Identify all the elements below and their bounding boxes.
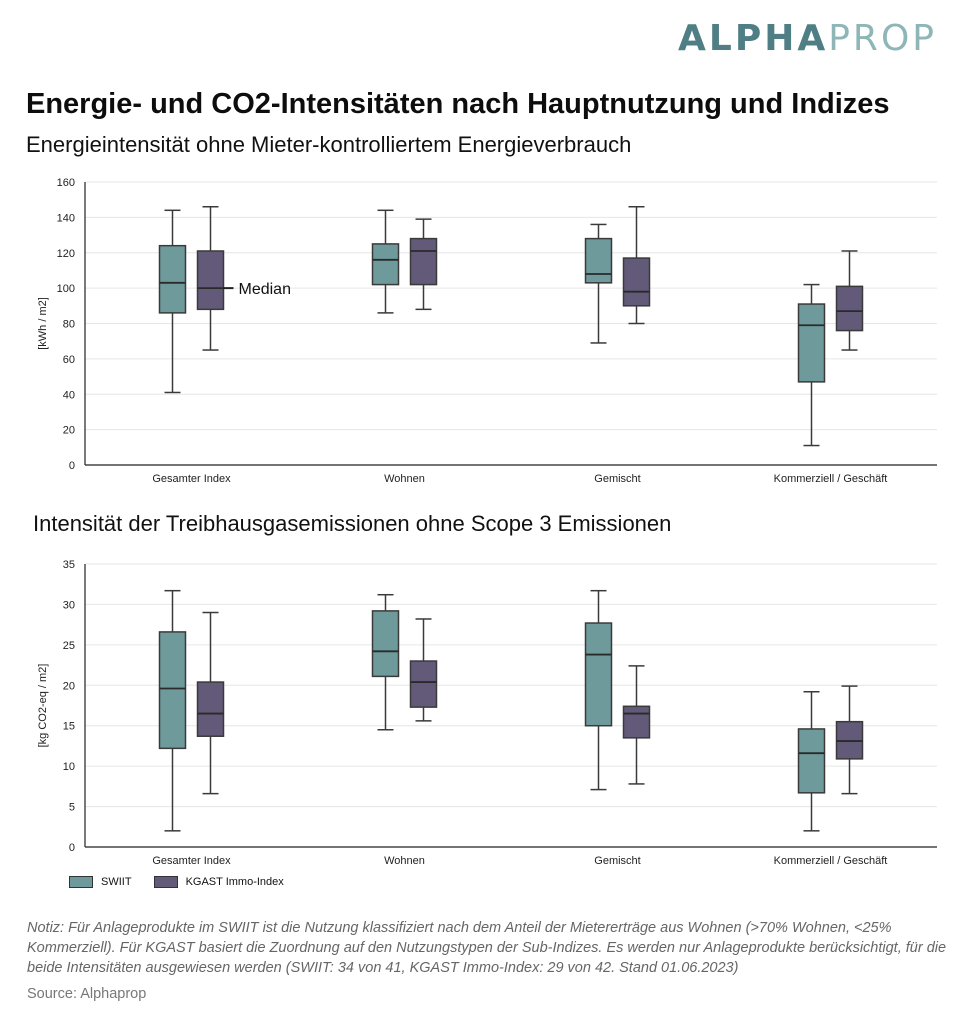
legend: SWIIT KGAST Immo-Index [69, 876, 284, 888]
y-tick-label: 10 [63, 761, 75, 773]
box-kgast [835, 285, 864, 332]
legend-swatch-kgast [153, 876, 178, 888]
y-tick-label: 20 [63, 680, 75, 692]
box-swiit [797, 303, 826, 383]
y-tick-label: 140 [57, 212, 75, 224]
y-tick-label: 25 [63, 640, 75, 652]
y-axis-title: [kWh / m2] [37, 297, 49, 350]
box-swiit [584, 237, 613, 284]
x-tick-label: Wohnen [384, 855, 425, 867]
logo-text-alpha: ALPHA [678, 18, 829, 59]
energy-intensity-chart: 0 20 40 60 80 100 120 140 160 [kWh / m2] Gesamter … [37, 177, 937, 485]
box-swiit [371, 243, 400, 286]
box-kgast [409, 237, 438, 286]
box-kgast [622, 705, 651, 739]
y-tick-label: 120 [57, 248, 75, 260]
page-title: Energie- und CO2-Intensitäten nach Haupt… [26, 88, 890, 120]
box-swiit [371, 610, 400, 678]
box-kgast [196, 681, 225, 737]
alphaprop-logo: ALPHAPROP [678, 18, 937, 59]
box-swiit [158, 244, 187, 314]
box-kgast [622, 257, 651, 307]
legend-item-swiit: SWIIT [69, 876, 132, 888]
y-tick-label: 30 [63, 599, 75, 611]
y-tick-label: 20 [63, 425, 75, 437]
logo-text-prop: PROP [828, 18, 937, 59]
source-label: Source: Alphaprop [27, 986, 147, 1002]
x-tick-label: Gesamter Index [152, 473, 231, 485]
box-kgast [196, 250, 225, 311]
legend-label-kgast: KGAST Immo-Index [185, 876, 284, 888]
x-tick-label: Kommerziell / Geschäft [774, 473, 888, 485]
y-tick-label: 60 [63, 354, 75, 366]
y-tick-label: 5 [69, 802, 75, 814]
box-swiit [158, 631, 187, 750]
y-tick-label: 160 [57, 177, 75, 189]
box-kgast [409, 660, 438, 708]
x-tick-label: Wohnen [384, 473, 425, 485]
y-axis-title: [kg CO2-eq / m2] [37, 664, 49, 748]
legend-item-kgast: KGAST Immo-Index [153, 876, 284, 888]
y-tick-label: 80 [63, 319, 75, 331]
x-tick-label: Gemischt [594, 473, 640, 485]
x-tick-label: Kommerziell / Geschäft [774, 855, 888, 867]
box-swiit [584, 622, 613, 727]
y-tick-label: 0 [69, 842, 75, 854]
y-tick-label: 35 [63, 559, 75, 571]
ghg-intensity-chart: 0 5 10 15 20 25 30 35 [kg CO2-eq / m2] Gesamter I… [37, 559, 937, 867]
y-tick-label: 0 [69, 460, 75, 472]
x-tick-label: Gemischt [594, 855, 640, 867]
chart-energy-title: Energieintensität ohne Mieter-kontrollie… [26, 132, 632, 157]
chart-ghg-title: Intensität der Treibhausgasemissionen oh… [33, 511, 672, 536]
footnote: Notiz: Für Anlageprodukte im SWIIT ist d… [27, 920, 947, 976]
y-tick-label: 15 [63, 721, 75, 733]
y-tick-label: 40 [63, 389, 75, 401]
y-tick-label: 100 [57, 283, 75, 295]
median-annotation: Median [239, 281, 291, 298]
x-tick-label: Gesamter Index [152, 855, 231, 867]
legend-label-swiit: SWIIT [101, 876, 132, 888]
legend-swatch-swiit [69, 876, 93, 888]
box-swiit [797, 728, 826, 794]
